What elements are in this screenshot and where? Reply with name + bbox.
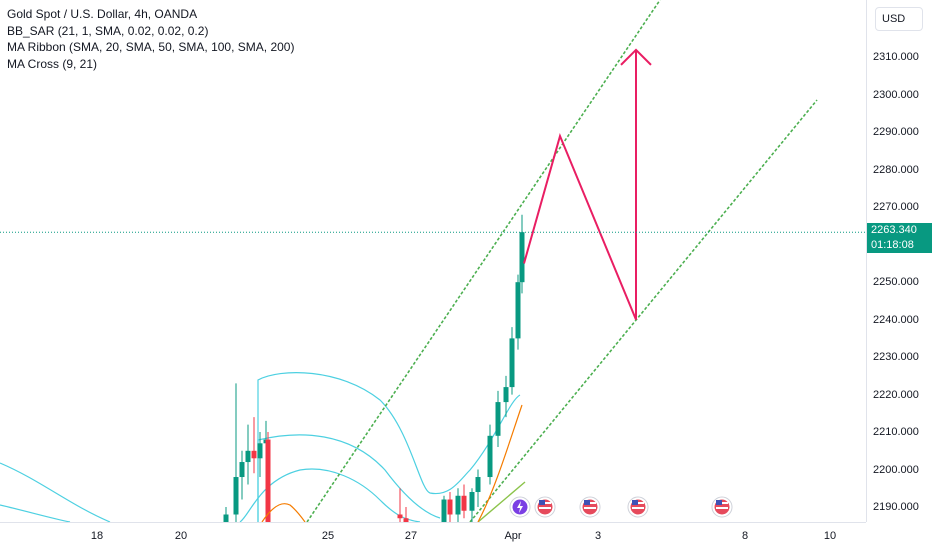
candle-body: [495, 402, 501, 436]
price-tick-label: 2220.000: [873, 388, 919, 401]
bollinger-band-line: [239, 468, 421, 522]
bollinger-bands: [0, 372, 521, 522]
candle-body: [509, 338, 515, 388]
candle-body: [475, 477, 481, 493]
candle-body: [233, 477, 239, 515]
trend-channel: [306, 0, 818, 522]
us-flag-event-icon: [711, 496, 733, 518]
time-tick-label: Apr: [504, 530, 522, 542]
ma-arc-line: [261, 503, 306, 522]
bollinger-band-line: [0, 504, 71, 522]
candle-body: [447, 499, 453, 515]
price-tick-label: 2240.000: [873, 313, 919, 326]
candle-body: [441, 499, 447, 522]
time-tick-label: 3: [594, 530, 602, 542]
candle-body: [455, 495, 461, 515]
indicator-ma-ribbon[interactable]: MA Ribbon (SMA, 20, SMA, 50, SMA, 100, S…: [7, 40, 295, 54]
candle-body: [503, 387, 509, 403]
us-flag-event-icon: [627, 496, 649, 518]
flag-canton: [584, 500, 590, 505]
candle-body: [461, 495, 467, 511]
candle-body: [245, 450, 251, 463]
sar-trend-line: [477, 481, 526, 522]
candle-body: [469, 492, 475, 511]
candle-body: [265, 439, 271, 522]
time-tick-label: 10: [823, 530, 837, 542]
price-chart: [0, 0, 866, 522]
time-tick-label: 25: [321, 530, 335, 542]
us-flag-event-icon: [534, 496, 556, 518]
time-tick-label: 27: [404, 530, 418, 542]
ma-fast-line: [477, 404, 523, 522]
projection-arrowhead: [620, 48, 652, 66]
candle-body: [397, 514, 403, 519]
time-tick-label: 8: [741, 530, 749, 542]
price-tick-label: 2310.000: [873, 51, 919, 64]
candle-body: [239, 462, 245, 478]
flag-stripe: [584, 507, 596, 509]
flag-canton: [632, 500, 638, 505]
currency-button[interactable]: USD: [875, 7, 923, 31]
time-tick-label: 20: [174, 530, 188, 542]
price-tick-label: 2280.000: [873, 163, 919, 176]
price-tick-label: 2300.000: [873, 88, 919, 101]
projection-path: [523, 48, 652, 321]
candle-body: [519, 232, 525, 283]
candle-body: [223, 514, 229, 522]
time-axis[interactable]: 18 20 25 27 Apr 3 8 10: [0, 522, 866, 551]
chart-legend: Gold Spot / U.S. Dollar, 4h, OANDA BB_SA…: [7, 6, 294, 72]
flag-canton: [716, 500, 722, 505]
lightning-glyph: [517, 501, 523, 513]
channel-lower-line: [469, 99, 818, 522]
candle-body: [487, 435, 493, 478]
flag-stripe: [632, 507, 644, 509]
bar-countdown: 01:18:08: [871, 239, 914, 252]
candle-body: [257, 443, 263, 459]
chart-plot-area[interactable]: Gold Spot / U.S. Dollar, 4h, OANDA BB_SA…: [0, 0, 866, 522]
price-tick-label: 2270.000: [873, 201, 919, 214]
moving-averages: [261, 404, 523, 522]
bollinger-band-line: [0, 462, 111, 522]
candlesticks: [223, 214, 525, 522]
time-tick-label: 18: [90, 530, 104, 542]
projection-line: [523, 49, 637, 321]
price-tick-label: 2230.000: [873, 351, 919, 364]
current-price-tag: 2263.340 01:18:08: [867, 223, 932, 254]
flag-stripe: [539, 507, 551, 509]
lightning-event-icon: [509, 496, 531, 518]
price-tick-label: 2190.000: [873, 501, 919, 513]
current-price-value: 2263.340: [871, 224, 917, 237]
us-flag-event-icon: [579, 496, 601, 518]
candle-body: [515, 282, 521, 339]
price-tick-label: 2210.000: [873, 426, 919, 439]
flag-stripe: [716, 507, 728, 509]
channel-upper-line: [306, 0, 661, 522]
indicator-ma-cross[interactable]: MA Cross (9, 21): [7, 56, 98, 71]
indicator-bb-sar[interactable]: BB_SAR (21, 1, SMA, 0.02, 0.02, 0.2): [7, 23, 209, 38]
flag-canton: [539, 500, 545, 505]
candle-body: [403, 518, 409, 522]
price-tick-label: 2200.000: [873, 463, 919, 476]
economic-events: [509, 496, 733, 518]
bollinger-band-line: [257, 372, 521, 522]
price-tick-label: 2250.000: [873, 276, 919, 289]
symbol-title[interactable]: Gold Spot / U.S. Dollar, 4h, OANDA: [7, 7, 198, 21]
bollinger-band-line: [257, 434, 441, 522]
candle-body: [251, 450, 257, 459]
price-axis[interactable]: USD 2190.000 2200.000 2210.000 2220.000 2230…: [866, 0, 932, 522]
price-tick-label: 2290.000: [873, 126, 919, 139]
